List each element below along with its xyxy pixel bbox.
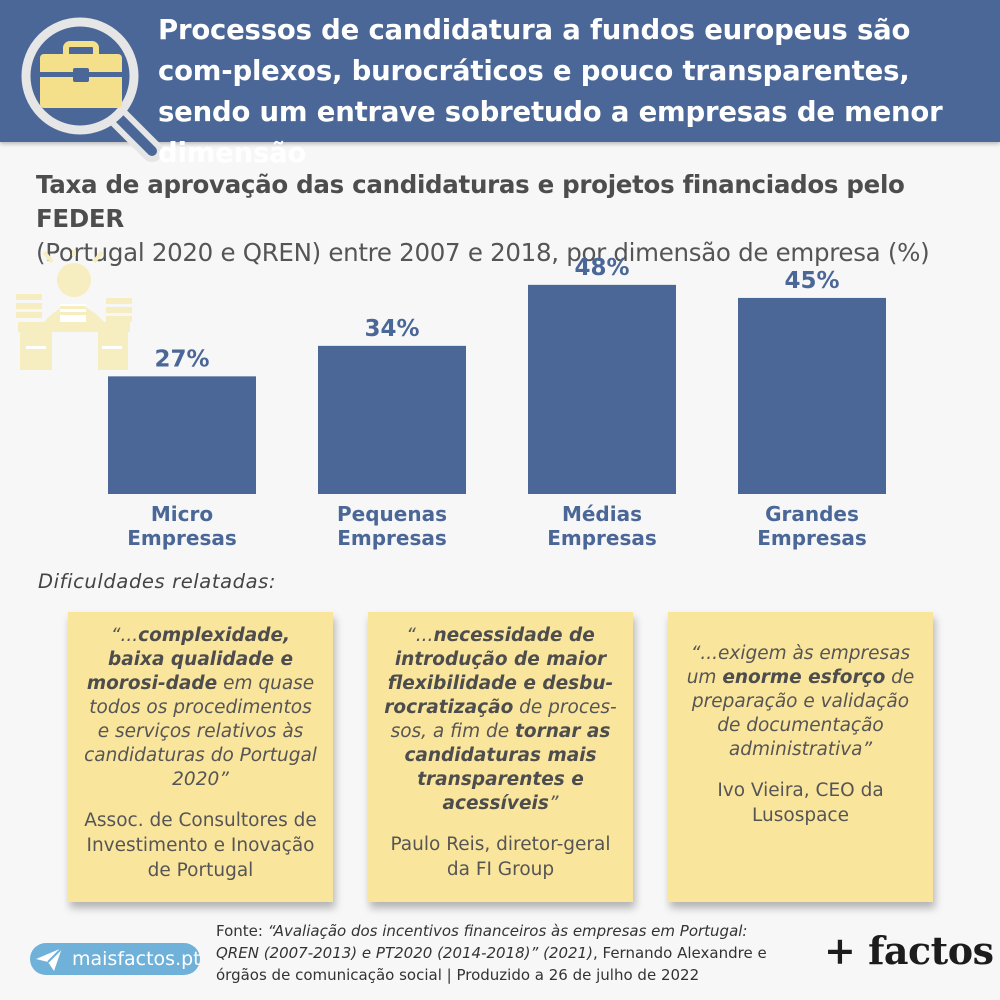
quote-text-1: “...complexidade, baixa qualidade e moro… — [82, 624, 319, 792]
chart-subtitle-rest: (Portugal 2020 e QREN) entre 2007 e 2018… — [36, 238, 930, 267]
quote-3-part-1: “...exigem às empresas um — [686, 643, 911, 688]
quote-3-part-2: enorme esforço — [722, 667, 886, 688]
quote-2-part-1: “... — [406, 625, 434, 646]
bar-chart: 27%MicroEmpresas34%PequenasEmpresas48%Mé… — [108, 255, 886, 550]
category-label-2-1: Empresas — [547, 526, 657, 550]
bar-3 — [738, 297, 886, 494]
source-prefix: Fonte: — [216, 922, 268, 940]
quote-1-part-1: “... — [110, 625, 139, 646]
category-label-1-0: Pequenas — [337, 502, 447, 526]
bar-value-label-1: 34% — [364, 316, 419, 342]
category-label-0-1: Empresas — [127, 526, 237, 550]
category-label-3-1: Empresas — [757, 526, 867, 550]
bar-2 — [528, 284, 676, 494]
headline: Processos de candidatura a fundos europe… — [158, 14, 943, 169]
site-link[interactable]: maisfactos.pt — [30, 943, 201, 975]
quote-note-3: “...exigem às empresas um enorme esforço… — [668, 612, 933, 902]
header-banner: Processos de candidatura a fundos europe… — [0, 0, 1000, 169]
chart-subtitle: Taxa de aprovação das candidaturas e pro… — [36, 168, 986, 270]
quote-author-3: Ivo Vieira, CEO da Lusospace — [717, 780, 884, 826]
bar-1 — [318, 345, 466, 494]
bar-value-label-2: 48% — [574, 255, 629, 281]
site-label: maisfactos.pt — [72, 948, 201, 970]
source-title: “Avaliação dos incentivos financeiros às… — [216, 922, 748, 962]
stressed-worker-icon — [16, 250, 132, 370]
category-label-0-0: Micro — [151, 502, 213, 526]
quote-author-1: Assoc. de Consultores de Investimento e … — [84, 810, 317, 881]
source-note: Fonte: “Avaliação dos incentivos finance… — [216, 920, 786, 986]
quote-2-part-5: ” — [548, 793, 559, 814]
category-label-2-0: Médias — [562, 502, 642, 526]
bar-value-label-3: 45% — [784, 268, 839, 294]
quote-note-1: “...complexidade, baixa qualidade e moro… — [68, 612, 333, 902]
bar-value-label-0: 27% — [154, 346, 209, 372]
quote-2-part-3: de proces-sos, a fim de — [390, 697, 617, 742]
quote-note-2: “...necessidade de introdução de maior f… — [368, 612, 633, 902]
brand-logo: + factos — [824, 928, 994, 973]
quote-2-part-2: necessidade de introdução de maior flexi… — [384, 625, 614, 718]
bar-0 — [108, 376, 256, 494]
quote-text-2: “...necessidade de introdução de maior f… — [382, 624, 619, 816]
chart-subtitle-bold: Taxa de aprovação das candidaturas e pro… — [36, 170, 905, 233]
category-label-1-1: Empresas — [337, 526, 447, 550]
quote-1-part-3: em quase todos os procedimentos e serviç… — [84, 673, 317, 790]
quote-text-3: “...exigem às empresas um enorme esforço… — [682, 642, 919, 762]
paper-plane-icon — [36, 947, 63, 971]
quote-author-2: Paulo Reis, diretor-geral da FI Group — [390, 834, 611, 880]
difficulties-label: Dificuldades relatadas: — [38, 570, 277, 593]
quote-1-part-2: complexidade, baixa qualidade e morosi-d… — [86, 625, 293, 694]
quote-3-part-3: de preparação e validação de documentaçã… — [691, 667, 915, 760]
briefcase-magnifier-icon — [21, 17, 163, 162]
quote-2-part-4: tornar as candidaturas mais transparente… — [404, 721, 611, 814]
category-label-3-0: Grandes — [765, 502, 859, 526]
source-rest: , Fernando Alexandre e órgãos de comunic… — [216, 944, 767, 984]
